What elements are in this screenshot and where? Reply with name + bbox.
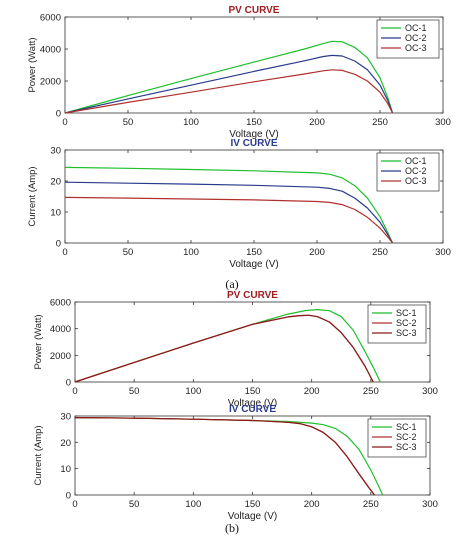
series-line-sc-3 — [74, 417, 375, 496]
chart-title: PV CURVE — [229, 5, 280, 16]
y-tick-label: 30 — [50, 146, 61, 157]
chart-title: IV CURVE — [230, 138, 277, 149]
x-tick-label: 50 — [129, 499, 140, 510]
x-tick-label: 0 — [72, 386, 77, 397]
y-tick-label: 0 — [66, 378, 71, 389]
legend-label: OC-2 — [405, 33, 427, 43]
chart-panel-2: 0 50 100 150 200 250 300 0 10 20 30 IV CURVE Voltage… — [27, 138, 451, 270]
legend-label: SC-3 — [396, 328, 417, 338]
legend-label: OC-2 — [405, 166, 427, 176]
y-axis-label: Power (Watt) — [33, 314, 44, 369]
x-tick-label: 50 — [123, 117, 134, 128]
x-tick-label: 200 — [304, 386, 320, 397]
x-tick-label: 300 — [435, 247, 451, 258]
legend: OC-1OC-2OC-3 — [376, 152, 440, 192]
y-tick-label: 4000 — [40, 45, 61, 56]
x-tick-label: 100 — [185, 499, 201, 510]
series-line-oc-1 — [64, 40, 394, 114]
legend-label: OC-3 — [405, 43, 427, 53]
x-axis-label: Voltage (V) — [229, 129, 278, 140]
x-tick-label: 100 — [183, 247, 199, 258]
legend-label: SC-1 — [396, 308, 417, 318]
legend-label: SC-2 — [396, 432, 417, 442]
y-tick-label: 6000 — [40, 13, 61, 24]
x-tick-label: 150 — [245, 386, 261, 397]
y-tick-label: 10 — [50, 208, 61, 219]
x-axis-label: Voltage (V) — [228, 511, 277, 522]
legend-box — [367, 418, 427, 458]
chart-title: IV CURVE — [229, 404, 276, 415]
y-tick-label: 2000 — [40, 77, 61, 88]
legend-label: OC-1 — [405, 156, 427, 166]
series-line-oc-3 — [64, 196, 394, 244]
x-tick-label: 300 — [422, 499, 438, 510]
x-tick-label: 250 — [372, 247, 388, 258]
y-axis-label: Current (Amp) — [27, 166, 38, 226]
x-tick-label: 300 — [422, 386, 438, 397]
legend-label: SC-3 — [396, 442, 417, 452]
legend-box — [376, 19, 440, 59]
y-axis-label: Current (Amp) — [33, 425, 44, 485]
legend-box — [376, 152, 440, 192]
x-tick-label: 300 — [435, 117, 451, 128]
x-tick-label: 150 — [246, 247, 262, 258]
x-tick-label: 150 — [246, 117, 262, 128]
y-tick-label: 0 — [66, 491, 71, 502]
x-tick-label: 50 — [129, 386, 140, 397]
x-tick-label: 250 — [372, 117, 388, 128]
chart-panel-3: 0 50 100 150 200 250 300 0 2000 4000 6000 PV CURVE V… — [33, 290, 438, 409]
x-tick-label: 200 — [309, 117, 325, 128]
x-tick-label: 100 — [185, 386, 201, 397]
series-line-oc-3 — [64, 69, 394, 114]
x-tick-label: 50 — [123, 247, 134, 258]
legend-label: OC-1 — [405, 23, 427, 33]
series-line-oc-2 — [64, 54, 394, 114]
legend-label: SC-1 — [396, 422, 417, 432]
legend: SC-1SC-2SC-3 — [367, 418, 427, 458]
legend-label: SC-2 — [396, 318, 417, 328]
x-tick-label: 100 — [183, 117, 199, 128]
x-tick-label: 0 — [72, 499, 77, 510]
y-tick-label: 20 — [50, 177, 61, 188]
legend: SC-1SC-2SC-3 — [367, 304, 427, 344]
y-tick-label: 6000 — [50, 298, 71, 309]
x-tick-label: 250 — [363, 499, 379, 510]
y-tick-label: 30 — [60, 412, 71, 423]
x-tick-label: 250 — [363, 386, 379, 397]
legend-label: OC-3 — [405, 176, 427, 186]
series-line-sc-3 — [74, 314, 374, 383]
caption-b: (b) — [225, 521, 239, 535]
legend: OC-1OC-2OC-3 — [376, 19, 440, 59]
caption-a: (a) — [225, 277, 238, 291]
y-axis-label: Power (Watt) — [27, 37, 38, 92]
y-tick-label: 20 — [60, 438, 71, 449]
y-tick-label: 0 — [56, 239, 61, 250]
x-tick-label: 0 — [62, 247, 67, 258]
legend-box — [367, 304, 427, 344]
y-tick-label: 4000 — [50, 324, 71, 335]
y-tick-label: 2000 — [50, 351, 71, 362]
x-tick-label: 200 — [309, 247, 325, 258]
series-line-oc-1 — [64, 166, 394, 244]
chart-panel-4: 0 50 100 150 200 250 300 0 10 20 30 IV CURVE Voltage… — [33, 404, 438, 522]
chart-panel-1: 0 50 100 150 200 250 300 0 2000 4000 6000 PV CURVE V… — [27, 5, 451, 140]
x-axis-label: Voltage (V) — [228, 398, 277, 409]
x-tick-label: 150 — [245, 499, 261, 510]
y-tick-label: 10 — [60, 464, 71, 475]
x-tick-label: 0 — [62, 117, 67, 128]
series-line-oc-2 — [64, 181, 394, 244]
y-tick-label: 0 — [56, 109, 61, 120]
x-tick-label: 200 — [304, 499, 320, 510]
x-axis-label: Voltage (V) — [229, 259, 278, 270]
chart-title: PV CURVE — [227, 290, 278, 301]
